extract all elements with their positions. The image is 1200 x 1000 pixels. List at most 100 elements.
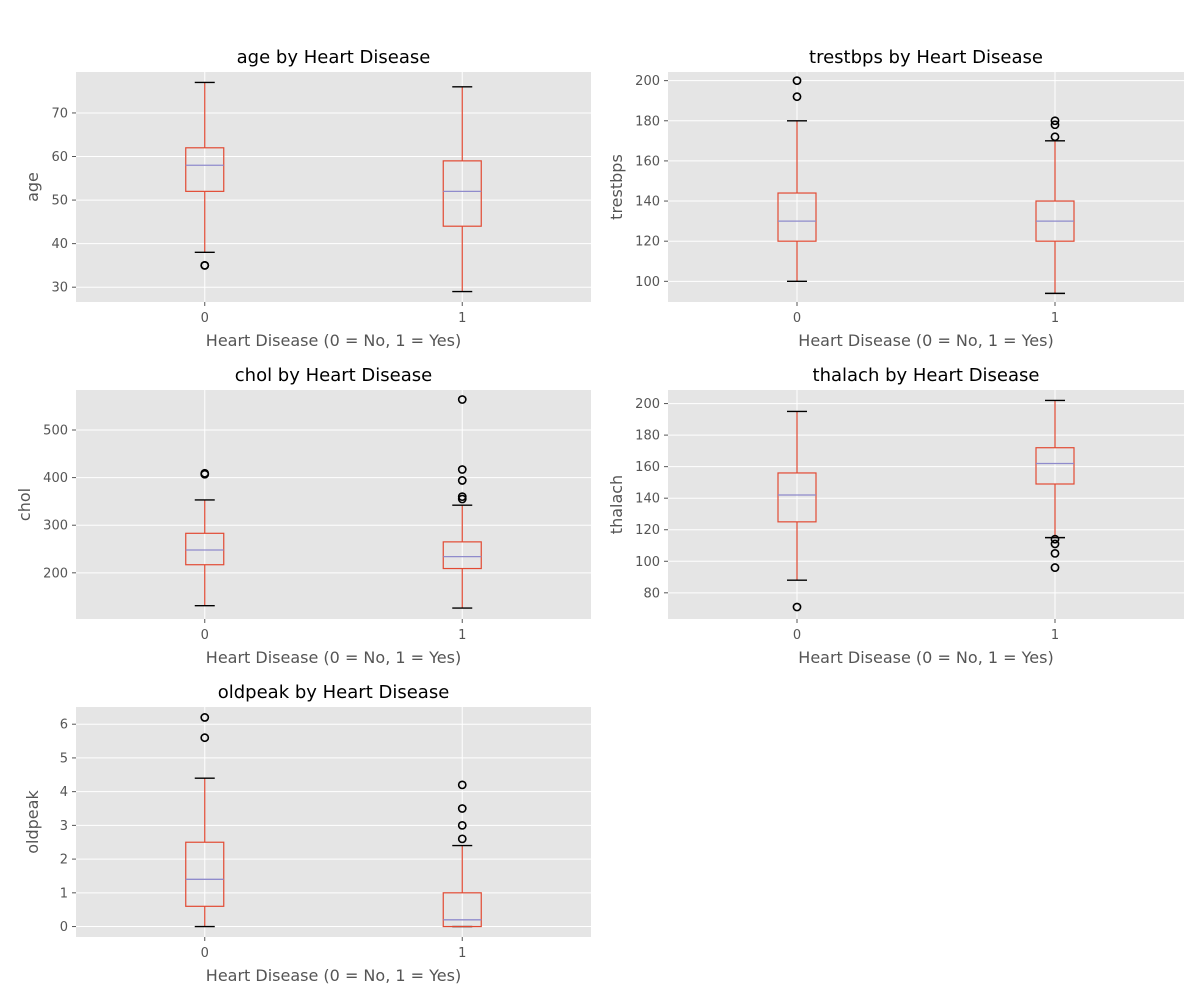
outlier-point: [200, 468, 210, 478]
y-axis-label: trestbps: [607, 154, 626, 220]
y-tick-label: 300: [43, 519, 68, 534]
y-tick-label: 2: [60, 853, 68, 868]
y-tick-label: 1: [60, 886, 68, 901]
y-tick-label: 0: [60, 920, 68, 935]
x-axis-label: Heart Disease (0 = No, 1 = Yes): [206, 966, 461, 985]
outlier-point: [457, 804, 467, 813]
box-0: [185, 713, 225, 928]
outlier-point: [1050, 132, 1060, 142]
outlier-point: [200, 261, 210, 270]
x-tick-label: 1: [458, 946, 466, 961]
y-tick-label: 50: [51, 194, 68, 209]
subplot-title: thalach by Heart Disease: [813, 365, 1040, 386]
outlier-point: [1050, 120, 1060, 130]
subplot-0: 30 40 50 60 70 0 1 age by Heart Disease Heart Di…: [23, 47, 591, 350]
y-tick-label: 100: [635, 555, 660, 570]
y-tick-label: 80: [643, 586, 660, 601]
outlier-point: [200, 713, 210, 722]
y-tick-label: 120: [635, 523, 660, 538]
y-tick-label: 180: [635, 114, 660, 129]
box-0: [777, 410, 817, 612]
box-1: [442, 780, 482, 928]
box-0: [185, 81, 225, 270]
y-axis-label: chol: [15, 488, 34, 521]
x-tick-label: 1: [458, 311, 466, 326]
plot-area: [668, 72, 1184, 302]
y-axis-label: age: [23, 172, 42, 202]
y-tick-label: 200: [635, 74, 660, 89]
outlier-point: [457, 780, 467, 790]
y-tick-label: 160: [635, 154, 660, 169]
subplot-1: 100 120 140 160 180 200 0 1 trestbps by Heart Di…: [607, 47, 1184, 350]
box-1: [442, 395, 482, 609]
subplot-title: trestbps by Heart Disease: [809, 47, 1043, 68]
x-tick-label: 0: [793, 311, 801, 326]
plot-area: [76, 707, 591, 937]
outlier-point: [457, 476, 467, 485]
outlier-point: [1050, 116, 1060, 126]
x-axis-label: Heart Disease (0 = No, 1 = Yes): [798, 331, 1053, 350]
x-tick-label: 1: [458, 628, 466, 643]
y-tick-label: 4: [60, 785, 68, 800]
box-iqr: [185, 532, 225, 566]
outlier-point: [200, 733, 210, 743]
y-tick-label: 6: [60, 718, 68, 733]
y-tick-label: 400: [43, 471, 68, 486]
box-iqr: [1035, 447, 1075, 485]
x-tick-label: 0: [793, 628, 801, 643]
box-iqr: [442, 892, 482, 928]
x-tick-label: 1: [1051, 311, 1059, 326]
y-tick-label: 140: [635, 195, 660, 210]
box-iqr: [442, 160, 482, 227]
outlier-point: [1050, 563, 1060, 572]
y-tick-label: 100: [635, 275, 660, 290]
outlier-point: [457, 834, 467, 844]
x-axis-label: Heart Disease (0 = No, 1 = Yes): [206, 331, 461, 350]
y-axis-label: oldpeak: [23, 790, 42, 854]
y-tick-label: 160: [635, 460, 660, 475]
box-1: [442, 86, 482, 293]
y-tick-label: 3: [60, 819, 68, 834]
box-iqr: [777, 192, 817, 242]
outlier-point: [1050, 539, 1060, 549]
box-0: [185, 468, 225, 607]
y-tick-label: 180: [635, 429, 660, 444]
subplot-title: chol by Heart Disease: [235, 365, 432, 386]
outlier-point: [792, 602, 802, 612]
y-tick-label: 40: [51, 237, 68, 252]
outlier-point: [792, 76, 802, 86]
y-tick-label: 140: [635, 492, 660, 507]
y-tick-label: 120: [635, 235, 660, 250]
box-iqr: [185, 147, 225, 192]
x-tick-label: 0: [201, 946, 209, 961]
box-iqr: [442, 541, 482, 570]
plot-area: [668, 390, 1184, 619]
box-iqr: [777, 472, 817, 523]
y-tick-label: 200: [635, 397, 660, 412]
y-tick-label: 60: [51, 150, 68, 165]
y-axis-label: thalach: [607, 475, 626, 534]
x-tick-label: 0: [201, 628, 209, 643]
y-tick-label: 70: [51, 106, 68, 121]
subplot-title: oldpeak by Heart Disease: [218, 682, 450, 703]
subplot-3: 80 100 120 140 160 180 200 0 1 thalach by Heart D…: [607, 365, 1184, 667]
y-tick-label: 30: [51, 281, 68, 296]
outlier-point: [457, 465, 467, 474]
outlier-point: [792, 92, 802, 102]
x-axis-label: Heart Disease (0 = No, 1 = Yes): [798, 648, 1053, 667]
outlier-point: [457, 492, 467, 502]
x-tick-label: 0: [201, 311, 209, 326]
plot-area: [76, 390, 591, 619]
y-tick-label: 500: [43, 423, 68, 438]
x-tick-label: 1: [1051, 628, 1059, 643]
box-1: [1035, 116, 1075, 295]
plot-area: [76, 72, 591, 302]
outlier-point: [457, 820, 467, 830]
outlier-point: [1050, 534, 1060, 544]
x-axis-label: Heart Disease (0 = No, 1 = Yes): [206, 648, 461, 667]
subplot-4: 0 1 2 3 4 5 6 0 1 oldpeak by Heart Disease Heart D…: [23, 682, 591, 985]
outlier-point: [457, 395, 467, 404]
box-0: [777, 76, 817, 283]
y-tick-label: 200: [43, 566, 68, 581]
